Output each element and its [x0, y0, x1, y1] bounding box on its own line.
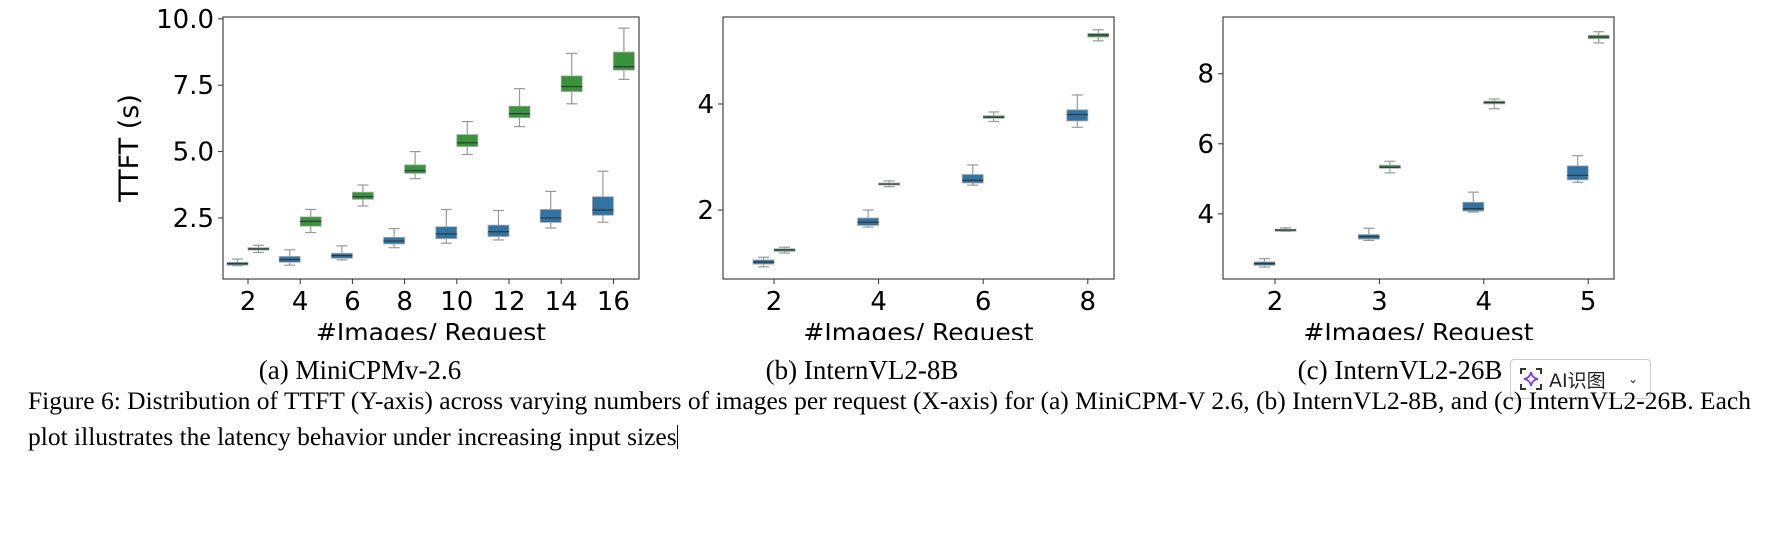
box-blue-4 — [857, 209, 879, 228]
box-iqr — [404, 164, 427, 174]
x-tick-label: 5 — [1580, 287, 1597, 317]
chart-panel-a: 2.5 5.0 7.5 10.0 2 4 6 8 10 12 14 16 #Images/ Reques… — [114, 5, 640, 340]
subcaption-c: (c) InternVL2-26B — [1297, 355, 1503, 385]
box-green-2 — [773, 246, 796, 254]
box-green-8 — [404, 150, 427, 180]
box-iqr — [592, 196, 614, 216]
box-green-10 — [456, 120, 479, 156]
box-green-4 — [878, 180, 900, 188]
box-blue-6 — [961, 164, 984, 186]
box-iqr — [1462, 201, 1485, 212]
box-green-4 — [299, 208, 322, 234]
chart-panel-c: 4 6 8 2 3 4 5 #Images/ Request — [1197, 16, 1615, 340]
box-iqr — [435, 226, 458, 240]
y-tick-label: 2.5 — [173, 204, 214, 234]
box-blue-4 — [1462, 191, 1485, 213]
box-green-6 — [982, 111, 1005, 123]
y-axis-label: TTFT (s) — [114, 94, 145, 203]
y-tick-label: 7.5 — [173, 71, 214, 101]
box-blue-2 — [1253, 258, 1276, 268]
x-tick-label: 8 — [1080, 287, 1097, 317]
box-iqr — [1566, 165, 1589, 181]
box-green-12 — [508, 88, 531, 128]
y-tick-label: 4 — [697, 90, 714, 120]
x-axis-label: #Images/ Request — [1303, 318, 1533, 340]
x-axis-label: #Images/ Request — [316, 318, 546, 340]
x-tick-label: 4 — [870, 287, 887, 317]
ai-image-recognition-button[interactable]: AI识图 ⌄ — [1510, 359, 1651, 399]
x-tick-label: 10 — [440, 287, 473, 317]
x-tick-label: 6 — [975, 287, 992, 317]
box-blue-14 — [539, 190, 562, 229]
box-green-6 — [351, 184, 374, 207]
box-green-14 — [560, 52, 583, 105]
box-iqr — [1066, 109, 1089, 122]
sparkle-scan-icon — [1520, 368, 1542, 390]
box-blue-10 — [435, 208, 458, 244]
text-cursor — [676, 425, 678, 449]
box-iqr — [487, 224, 510, 237]
y-tick-label: 10.0 — [156, 5, 214, 35]
x-tick-label: 12 — [492, 287, 525, 317]
y-tick-label: 6 — [1197, 130, 1214, 160]
subcaption-b: (b) InternVL2-8B — [765, 355, 959, 385]
box-blue-16 — [592, 170, 614, 223]
figure-caption: Figure 6: Distribution of TTFT (Y-axis) … — [28, 383, 1758, 455]
ai-button-label: AI识图 — [1549, 369, 1606, 392]
x-tick-label: 2 — [1267, 287, 1284, 317]
box-iqr — [560, 75, 583, 92]
box-green-2 — [247, 244, 270, 254]
y-tick-label: 2 — [697, 196, 714, 226]
box-blue-8 — [1066, 94, 1089, 128]
chart-panel-b: 2 4 2 4 6 8 #Images/ Request — [697, 16, 1115, 340]
box-green-16 — [613, 27, 635, 80]
plot-area — [722, 16, 1115, 280]
box-iqr — [961, 174, 984, 184]
y-tick-label: 8 — [1197, 60, 1214, 90]
x-tick-label: 8 — [396, 287, 413, 317]
x-tick-label: 6 — [344, 287, 361, 317]
box-iqr — [539, 209, 562, 223]
box-green-3 — [1379, 160, 1401, 174]
box-iqr — [508, 105, 531, 119]
figure-charts: 2.5 5.0 7.5 10.0 2 4 6 8 10 12 14 16 #Images/ Reques… — [114, 5, 1615, 340]
x-tick-label: 16 — [597, 287, 630, 317]
x-tick-label: 3 — [1371, 287, 1388, 317]
x-tick-label: 4 — [1476, 287, 1493, 317]
box-blue-3 — [1358, 227, 1380, 242]
y-tick-label: 5.0 — [173, 138, 214, 168]
x-tick-label: 2 — [240, 287, 257, 317]
figure-caption-text: Figure 6: Distribution of TTFT (Y-axis) … — [28, 386, 1751, 451]
subcaption-a: (a) MiniCPMv-2.6 — [258, 355, 462, 385]
box-iqr — [351, 191, 374, 200]
x-axis-label: #Images/ Request — [803, 318, 1033, 340]
box-green-8 — [1087, 29, 1110, 42]
plot-area — [1222, 16, 1615, 280]
box-blue-2 — [752, 256, 775, 268]
x-tick-label: 4 — [292, 287, 309, 317]
box-green-2 — [1274, 227, 1297, 232]
box-blue-4 — [278, 249, 301, 266]
box-iqr — [613, 51, 635, 71]
x-tick-label: 14 — [545, 287, 578, 317]
y-tick-label: 4 — [1197, 200, 1214, 230]
box-blue-5 — [1566, 155, 1589, 183]
chevron-down-icon[interactable]: ⌄ — [1627, 372, 1638, 386]
x-tick-label: 2 — [766, 287, 783, 317]
box-green-5 — [1587, 31, 1610, 44]
box-green-4 — [1483, 98, 1506, 110]
box-blue-2 — [226, 258, 249, 267]
box-blue-12 — [487, 209, 510, 241]
box-iqr — [456, 134, 479, 147]
box-blue-8 — [383, 227, 406, 249]
plot-area — [222, 16, 640, 280]
box-blue-6 — [330, 245, 353, 261]
